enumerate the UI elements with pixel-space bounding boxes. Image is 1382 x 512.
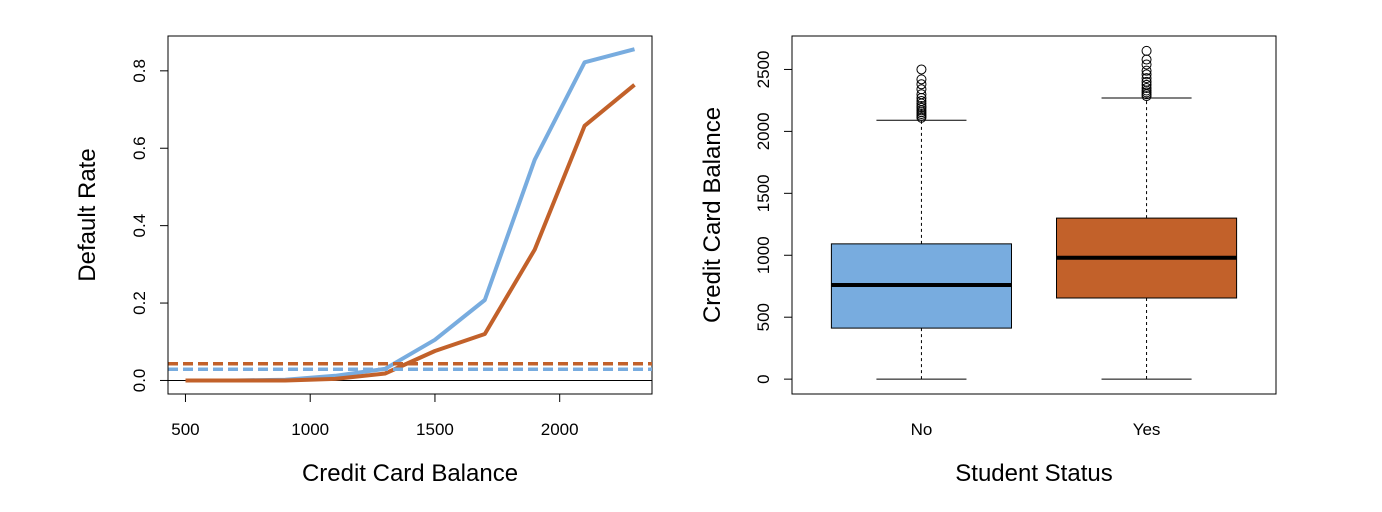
y-tick-label: 2500 <box>754 51 773 89</box>
y-tick-label: 0.0 <box>130 369 149 393</box>
outlier-point <box>916 64 927 75</box>
x-axis-ticks: 500 1000 1500 2000 <box>171 393 579 439</box>
outlier-point <box>916 84 927 95</box>
x-axis-title: Student Status <box>955 460 1112 487</box>
box-no <box>830 64 1012 380</box>
y-tick-label: 2000 <box>754 112 773 150</box>
y-tick-label: 0.4 <box>130 214 149 238</box>
y-tick-label: 1500 <box>754 174 773 212</box>
y-axis-ticks: 0 500 1000 1500 2000 2500 <box>754 51 793 384</box>
y-tick-label: 0.6 <box>130 136 149 160</box>
x-tick-label: 1500 <box>416 420 454 439</box>
y-tick-label: 0.8 <box>130 59 149 83</box>
outlier-point <box>1141 59 1152 70</box>
series-line-0 <box>185 47 636 383</box>
outlier-point <box>1141 79 1152 90</box>
box-plot-plot-frame <box>791 35 1277 395</box>
y-axis-title: Credit Card Balance <box>699 107 726 323</box>
x-axis-title: Credit Card Balance <box>302 460 518 487</box>
line-chart-plot-frame <box>167 35 653 395</box>
box-group <box>830 45 1238 380</box>
outlier-point <box>1141 45 1152 56</box>
x-tick-label: 500 <box>171 420 199 439</box>
outlier-point <box>1141 69 1152 80</box>
outlier-point <box>1141 65 1152 76</box>
outlier-point <box>916 74 927 85</box>
outlier-point <box>1141 83 1152 94</box>
category-labels: No Yes <box>911 420 1161 439</box>
outlier-point <box>1141 76 1152 87</box>
outlier-point <box>916 96 927 107</box>
outlier-point <box>916 89 927 100</box>
outlier-point <box>1141 73 1152 84</box>
y-axis-ticks: 0.0 0.2 0.4 0.6 0.8 <box>130 59 169 393</box>
box-plot-panel: No Yes 0 500 1000 1500 2000 2500 Student Statu… <box>699 35 1277 487</box>
y-tick-label: 0.2 <box>130 291 149 315</box>
y-axis-title: Default Rate <box>74 148 101 281</box>
box-yes <box>1056 45 1238 380</box>
y-tick-label: 1000 <box>754 236 773 274</box>
line-chart-panel: 500 1000 1500 2000 0.0 0.2 0.4 0.6 0.8 Credit C… <box>74 35 653 487</box>
outlier-point <box>916 100 927 111</box>
category-label-no: No <box>911 420 933 439</box>
category-label-yes: Yes <box>1133 420 1161 439</box>
outlier-point <box>916 79 927 90</box>
y-tick-label: 500 <box>754 303 773 331</box>
series-line-1 <box>185 83 636 383</box>
line-series-group <box>168 47 652 383</box>
y-tick-label: 0 <box>754 374 773 383</box>
x-tick-label: 1000 <box>291 420 329 439</box>
x-tick-label: 2000 <box>541 420 579 439</box>
